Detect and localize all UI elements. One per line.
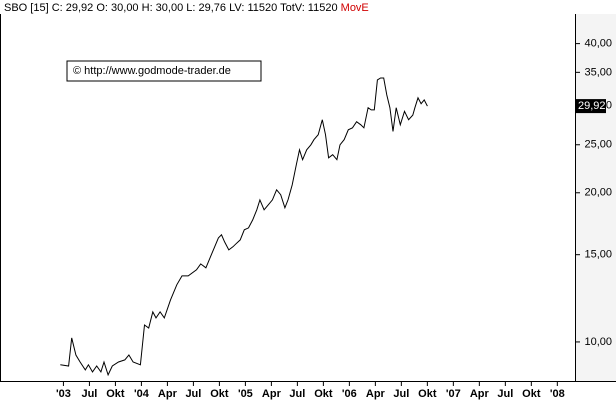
x-tick-label: Okt <box>210 388 229 400</box>
price-line <box>60 77 428 377</box>
x-tick-label: Apr <box>262 388 282 400</box>
axis-panel <box>575 14 616 381</box>
header-stat: TotV: 11520 <box>280 2 338 14</box>
x-tick-label: '07 <box>446 388 461 400</box>
x-tick-label: '04 <box>134 388 150 400</box>
x-tick-label: Jul <box>185 388 201 400</box>
y-tick-label: 25,00 <box>584 139 612 151</box>
x-tick-label: '08 <box>550 388 565 400</box>
x-tick-label: Jul <box>393 388 409 400</box>
x-tick-label: '05 <box>238 388 253 400</box>
header-stat: C: 29,92 <box>52 2 94 14</box>
x-tick-label: Jul <box>289 388 305 400</box>
annotation: © http://www.godmode-trader.de <box>73 65 231 77</box>
header-stat: LV: 11520 <box>229 2 277 14</box>
y-tick-label: 20,00 <box>584 187 612 199</box>
last-price-box <box>576 99 606 114</box>
y-tick-label: 35,00 <box>584 66 612 78</box>
header-title: SBO [15] <box>4 2 49 14</box>
x-tick-label: Okt <box>522 388 541 400</box>
x-tick-label: Apr <box>158 388 178 400</box>
x-tick-label: Okt <box>106 388 125 400</box>
header-stat: O: 30,00 <box>96 2 138 14</box>
y-tick-label: 10,00 <box>584 336 612 348</box>
header: SBO [15] C: 29,92 O: 30,00 H: 30,00 L: 2… <box>4 2 369 14</box>
x-tick-label: Jul <box>81 388 97 400</box>
x-tick-label: Apr <box>366 388 386 400</box>
x-tick-label: '06 <box>342 388 357 400</box>
x-tick-label: '03 <box>56 388 71 400</box>
x-tick-label: Jul <box>497 388 513 400</box>
y-tick-label: 15,00 <box>584 249 612 261</box>
y-tick-label: 40,00 <box>584 38 612 50</box>
annotation-box <box>66 60 262 82</box>
x-tick-label: Okt <box>314 388 333 400</box>
last-price-label: 29,92 <box>578 100 606 112</box>
header-stat: H: 30,00 <box>142 2 184 14</box>
indicator: MovE <box>341 2 369 14</box>
header-stat: L: 29,76 <box>186 2 226 14</box>
x-tick-label: Apr <box>470 388 490 400</box>
x-tick-label: Okt <box>418 388 437 400</box>
